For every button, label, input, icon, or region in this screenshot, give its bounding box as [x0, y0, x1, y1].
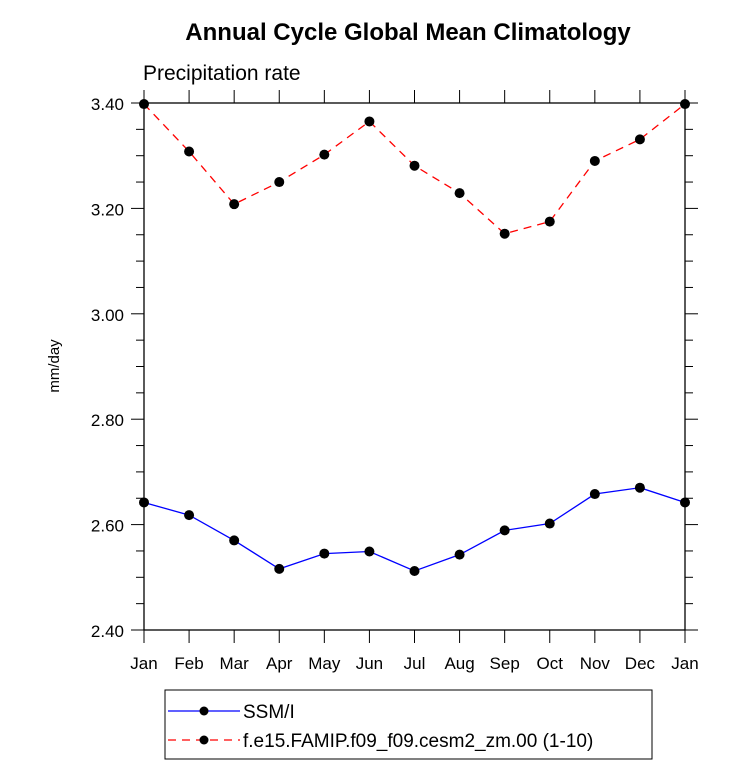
x-tick-label: Apr	[266, 654, 293, 673]
y-tick-label: 3.40	[91, 95, 124, 114]
data-point	[454, 188, 465, 199]
axes: Jan Feb Mar Apr May Jun Jul Aug Sep Oct Nov Dec Jan 2…	[91, 90, 699, 673]
data-point	[139, 99, 149, 110]
data-point	[319, 548, 330, 559]
x-tick-label: Mar	[220, 654, 250, 673]
y-tick-label: 2.40	[91, 622, 124, 641]
data-point	[319, 149, 330, 160]
x-tick-label: Nov	[580, 654, 611, 673]
data-point	[184, 510, 195, 521]
y-tick-label: 2.80	[91, 411, 124, 430]
chart-title: Annual Cycle Global Mean Climatology	[185, 19, 631, 46]
data-point	[499, 525, 510, 536]
legend-label-ssmi: SSM/I	[243, 702, 295, 723]
x-tick-label: Aug	[444, 654, 474, 673]
y-axis-label: mm/day	[46, 339, 63, 393]
data-point	[139, 497, 149, 508]
x-tick-label: Jun	[356, 654, 383, 673]
x-tick-label: Feb	[174, 654, 203, 673]
data-point	[634, 482, 645, 493]
legend-item-ssmi: SSM/I	[168, 702, 295, 723]
series-layer	[139, 99, 690, 576]
x-tick-label: Jul	[404, 654, 426, 673]
data-point	[229, 199, 240, 210]
data-point	[680, 99, 690, 110]
series-1	[139, 99, 690, 239]
legend-marker-cesm2	[199, 735, 209, 745]
data-point	[409, 565, 420, 576]
legend-label-cesm2: f.e15.FAMIP.f09_f09.cesm2_zm.00 (1-10)	[243, 731, 593, 752]
data-point	[274, 177, 285, 188]
data-point	[680, 497, 690, 508]
legend-marker-ssmi	[199, 706, 209, 716]
x-tick-label: Oct	[537, 654, 564, 673]
data-point	[544, 518, 555, 529]
x-tick-label: May	[308, 654, 341, 673]
legend: SSM/I f.e15.FAMIP.f09_f09.cesm2_zm.00 (1…	[164, 689, 653, 760]
y-tick-label: 3.00	[91, 306, 124, 325]
data-point	[229, 535, 240, 546]
x-tick-label: Jan	[130, 654, 157, 673]
data-point	[544, 216, 555, 227]
data-point	[184, 146, 195, 157]
data-point	[499, 228, 510, 239]
x-tick-label: Sep	[490, 654, 520, 673]
series-line	[143, 487, 686, 572]
data-point	[364, 546, 375, 557]
data-point	[634, 134, 645, 145]
legend-item-cesm2: f.e15.FAMIP.f09_f09.cesm2_zm.00 (1-10)	[168, 731, 593, 752]
data-point	[454, 549, 465, 560]
plot-frame	[143, 102, 686, 631]
x-tick-label: Jan	[671, 654, 698, 673]
legend-box	[164, 689, 653, 760]
y-tick-label: 2.60	[91, 517, 124, 536]
data-point	[409, 160, 420, 171]
chart-subtitle: Precipitation rate	[143, 62, 301, 85]
data-point	[589, 489, 600, 500]
series-0	[139, 482, 690, 576]
y-tick-label: 3.20	[91, 200, 124, 219]
data-point	[589, 155, 600, 166]
data-point	[274, 563, 285, 574]
data-point	[364, 116, 375, 127]
x-tick-label: Dec	[625, 654, 656, 673]
